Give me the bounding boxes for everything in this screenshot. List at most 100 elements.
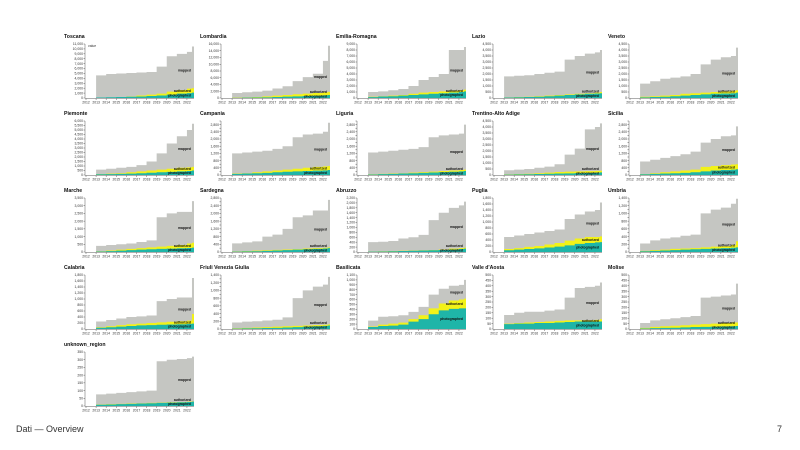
y-tick-label: 9,000	[75, 52, 84, 56]
y-tick-label: 800	[213, 296, 219, 300]
authorized-label: authorized	[446, 302, 463, 306]
y-tick-label: 1,000	[347, 90, 356, 94]
y-tick-label: 600	[213, 304, 219, 308]
y-tick-label: 0	[217, 250, 219, 254]
x-tick-label: 2020	[435, 178, 443, 182]
x-tick-label: 2017	[269, 101, 277, 105]
y-tick-label: 3,500	[483, 54, 492, 58]
x-tick-label: 2020	[707, 255, 715, 259]
authorized-label: authorized	[582, 319, 599, 323]
panel-title: Puglia	[472, 188, 488, 194]
authorized-label: authorized	[582, 238, 599, 242]
photographed-label: photographed	[712, 248, 735, 252]
x-tick-label: 2014	[102, 255, 110, 259]
y-tick-label: 0	[217, 327, 219, 331]
mapped-area	[630, 126, 738, 175]
y-tick-label: 2,000	[619, 72, 628, 76]
x-tick-label: 2018	[551, 101, 559, 105]
x-tick-label: 2012	[82, 101, 90, 105]
x-tick-label: 2022	[183, 101, 191, 105]
y-tick-label: 0	[625, 96, 627, 100]
x-tick-label: 2015	[113, 409, 121, 413]
y-tick-label: 1,200	[347, 221, 356, 225]
x-tick-label: 2017	[677, 255, 685, 259]
y-tick-label: 0	[81, 96, 83, 100]
y-tick-label: 1,200	[211, 227, 220, 231]
y-tick-label: 0	[489, 327, 491, 331]
y-tick-label: 500	[621, 273, 627, 277]
panel-chart: Sicilia 0 400 800 1,200 1,600 2,000 2,400 2,800 2…	[608, 111, 738, 182]
y-tick-label: 1,500	[483, 155, 492, 159]
x-tick-label: 2022	[727, 101, 735, 105]
y-tick-label: 7,000	[75, 62, 84, 66]
x-tick-label: 2021	[309, 255, 317, 259]
y-tick-label: 0	[81, 404, 83, 408]
x-tick-label: 2019	[561, 332, 569, 336]
x-tick-label: 2020	[435, 101, 443, 105]
x-tick-label: 2020	[299, 332, 307, 336]
x-tick-label: 2021	[717, 178, 725, 182]
panel-chart: Calabria 0 200 400 600 800 1,000 1,200 1,400 1,60…	[64, 265, 194, 336]
y-tick-label: 50	[79, 396, 83, 400]
photographed-label: photographed	[304, 171, 327, 175]
y-tick-label: 200	[349, 317, 355, 321]
y-tick-label: 2,000	[211, 137, 220, 141]
y-tick-label: 1,000	[75, 235, 84, 239]
x-tick-label: 2021	[581, 332, 589, 336]
x-tick-label: 2018	[551, 332, 559, 336]
y-tick-label: 300	[485, 295, 491, 299]
y-tick-label: 1,000	[211, 289, 220, 293]
x-tick-label: 2017	[541, 178, 549, 182]
authorized-label: authorized	[174, 320, 191, 324]
panel-title: Valle d'Aosta	[472, 265, 504, 271]
y-tick-label: 250	[485, 300, 491, 304]
panel-title: Liguria	[336, 111, 353, 117]
y-tick-label: 200	[485, 244, 491, 248]
x-tick-label: 2017	[405, 332, 413, 336]
y-tick-label: 150	[621, 311, 627, 315]
photographed-label: photographed	[712, 171, 735, 175]
y-tick-label: 12,000	[209, 56, 219, 60]
y-tick-label: 350	[485, 289, 491, 293]
panel-marche: Marche 0 500 1,000 1,500 2,000 2,500 3,000 3,500…	[62, 185, 198, 263]
authorized-label: authorized	[718, 89, 735, 93]
x-tick-label: 2013	[500, 178, 508, 182]
x-tick-label: 2012	[218, 332, 226, 336]
authorized-label: authorized	[174, 244, 191, 248]
y-tick-label: 400	[213, 166, 219, 170]
y-tick-label: 400	[213, 242, 219, 246]
y-tick-label: 3,000	[619, 60, 628, 64]
x-tick-label: 2019	[425, 101, 433, 105]
panel-chart: Campania 0 400 800 1,200 1,600 2,000 2,400 2,800…	[200, 111, 330, 182]
y-tick-label: 450	[485, 279, 491, 283]
x-tick-label: 2021	[309, 332, 317, 336]
y-tick-label: 4,000	[75, 137, 84, 141]
x-tick-label: 2016	[531, 255, 539, 259]
y-tick-label: 8,000	[347, 48, 356, 52]
y-tick-label: 0	[353, 173, 355, 177]
mapped-label: mapped	[722, 148, 735, 152]
mapped-label: mapped	[722, 223, 735, 227]
y-tick-label: 450	[621, 279, 627, 283]
x-tick-label: 2017	[405, 255, 413, 259]
authorized-label: authorized	[446, 244, 463, 248]
x-tick-label: 2019	[697, 255, 705, 259]
y-tick-label: 4,000	[619, 48, 628, 52]
x-tick-label: 2012	[626, 178, 634, 182]
panel-trentino-alto-adige: Trentino-Alto Adige 0 500 1,000 1,500 2,000 2,…	[470, 108, 606, 186]
x-tick-label: 2012	[490, 178, 498, 182]
y-tick-label: 1,400	[347, 216, 356, 220]
mapped-label: mapped	[586, 71, 599, 75]
y-tick-label: 2,000	[347, 84, 356, 88]
x-tick-label: 2022	[455, 178, 463, 182]
y-tick-label: 3,000	[483, 60, 492, 64]
x-tick-label: 2013	[92, 255, 100, 259]
photographed-label: photographed	[168, 402, 191, 406]
x-tick-label: 2020	[163, 101, 171, 105]
x-tick-label: 2019	[425, 332, 433, 336]
y-tick-label: 0	[489, 250, 491, 254]
panel-chart: Sardegna 0 400 800 1,200 1,600 2,000 2,400 2,800…	[200, 188, 330, 259]
y-tick-label: 800	[349, 231, 355, 235]
y-tick-label: 4,500	[619, 42, 628, 46]
y-tick-label: 100	[485, 316, 491, 320]
